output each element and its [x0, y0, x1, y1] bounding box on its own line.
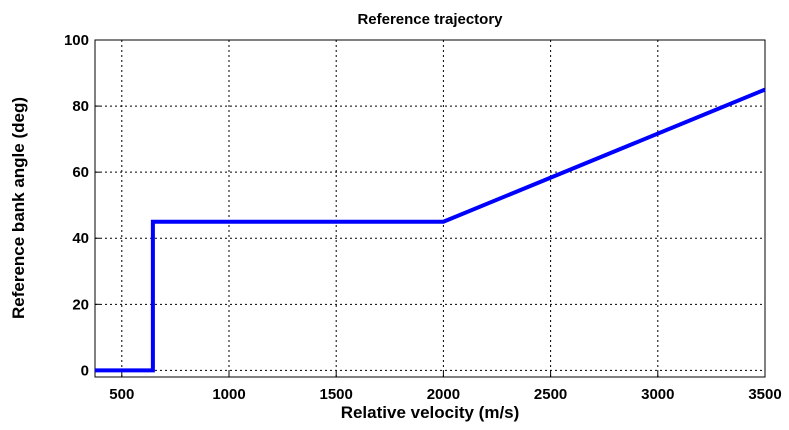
- y-axis-label: Reference bank angle (deg): [9, 97, 28, 319]
- plot-frame: [94, 39, 766, 378]
- y-tick-label: 0: [81, 362, 89, 379]
- x-tick-label: 500: [109, 386, 134, 403]
- y-tick-label: 20: [72, 296, 89, 313]
- x-tick-label: 1500: [320, 386, 353, 403]
- line: [95, 87, 766, 373]
- chart-title: Reference trajectory: [357, 11, 503, 28]
- x-tick-label: 2500: [534, 386, 567, 403]
- x-tick-label: 3000: [641, 386, 674, 403]
- x-tick-label: 3500: [748, 386, 781, 403]
- x-tick-label: 1000: [212, 386, 245, 403]
- x-axis-label: Relative velocity (m/s): [341, 403, 520, 422]
- y-tick-label: 80: [72, 98, 89, 115]
- y-tick-label: 100: [64, 32, 89, 49]
- x-tick-label: 2000: [427, 386, 460, 403]
- y-tick-label: 60: [72, 164, 89, 181]
- y-tick-label: 40: [72, 230, 89, 247]
